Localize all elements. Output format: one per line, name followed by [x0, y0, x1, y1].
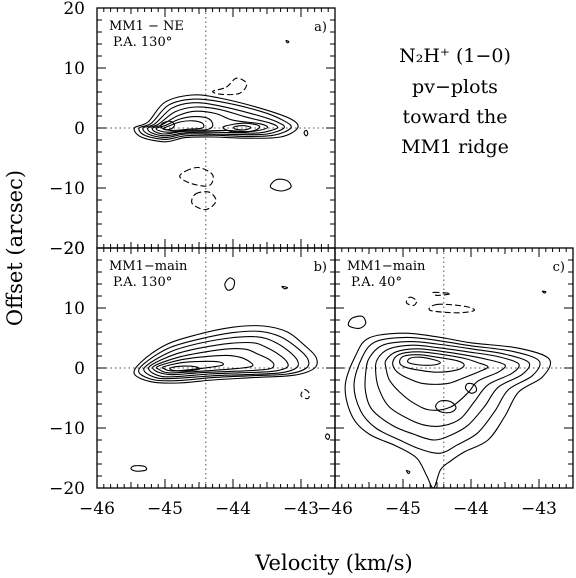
panel-letter: a)	[314, 20, 327, 35]
contour-solid-11	[324, 433, 331, 440]
y-tick-label: −20	[49, 239, 85, 259]
contour-solid-10	[347, 315, 367, 329]
x-tick-label: −43	[521, 499, 557, 519]
contour-solid-1	[138, 330, 310, 382]
panel-letter: c)	[553, 260, 565, 275]
x-tick-label: −44	[453, 499, 489, 519]
y-tick-label: 0	[74, 359, 85, 379]
x-axis-label: Velocity (km/s)	[254, 551, 412, 575]
x-tick-label: −43	[283, 499, 319, 519]
contour-solid-7	[407, 356, 441, 366]
contour-dashed-0	[300, 389, 310, 400]
contour-solid-5	[156, 354, 254, 374]
contour-solid-0	[133, 94, 299, 143]
contour-dashed-2	[191, 191, 217, 211]
contour-solid-8	[130, 465, 148, 472]
contour-solid-2	[142, 102, 285, 139]
contour-solid-4	[384, 348, 506, 411]
y-axis-label: Offset (arcsec)	[3, 170, 27, 326]
x-tick-label: −46	[79, 499, 115, 519]
contour-dashed-0	[212, 77, 248, 96]
x-tick-label: −45	[147, 499, 183, 519]
heading-line-2: pv−plots	[412, 76, 498, 98]
panel-title-line-1: MM1−main	[109, 259, 188, 274]
contour-solid-9	[464, 382, 478, 394]
y-tick-label: 10	[63, 299, 85, 319]
contour-solid-5	[155, 116, 214, 133]
contour-solid-12	[285, 39, 290, 44]
contour-dashed-2	[432, 291, 452, 296]
contour-solid-7	[160, 120, 176, 131]
y-tick-label: 20	[63, 239, 85, 259]
panel-a: 20 10 0 −10 −20 MM1 − NEP.A. 130° a)	[49, 0, 336, 259]
contour-solid-11	[303, 129, 309, 137]
contour-solid-10	[281, 285, 289, 290]
panel-letter: b)	[314, 260, 327, 275]
contour-solid-4	[152, 348, 275, 376]
contour-solid-1	[353, 336, 541, 454]
panel-title-line-1: MM1 − NE	[109, 19, 184, 34]
heading-line-1: N₂H⁺ (1−0)	[399, 45, 511, 67]
heading-line-4: MM1 ridge	[401, 136, 509, 158]
y-tick-label: −10	[49, 419, 85, 439]
contour-solid-11	[541, 290, 547, 294]
contour-solid-8	[222, 122, 261, 133]
contour-solid-2	[143, 336, 299, 380]
panel-title-line-2: P.A. 130°	[113, 275, 172, 290]
contour-solid-12	[405, 469, 411, 475]
contour-solid-9	[233, 125, 252, 131]
heading-line-3: toward the	[402, 106, 507, 128]
y-tick-label: −10	[49, 179, 85, 199]
contour-dashed-0	[405, 296, 418, 307]
contour-solid-6	[399, 354, 465, 373]
y-tick-label: −20	[49, 479, 85, 499]
contour-dashed-1	[179, 166, 214, 187]
contour-solid-10	[269, 178, 292, 192]
contour-solid-5	[392, 351, 489, 385]
contour-solid-2	[364, 341, 531, 441]
contour-solid-0	[344, 332, 552, 489]
y-tick-label: 0	[74, 119, 85, 139]
x-tick-label: −45	[385, 499, 421, 519]
contour-solid-8	[435, 399, 457, 414]
contour-solid-3	[147, 341, 289, 378]
y-tick-label: 20	[63, 0, 85, 19]
panel-title-line-2: P.A. 130°	[113, 35, 172, 50]
contour-solid-0	[133, 325, 318, 384]
contour-solid-3	[147, 106, 279, 137]
contour-solid-6	[161, 360, 225, 372]
panel-title-line-2: P.A. 40°	[351, 275, 402, 290]
contour-solid-1	[138, 98, 292, 140]
x-tick-label: −46	[317, 499, 353, 519]
panel-title-line-1: MM1−main	[347, 259, 426, 274]
contour-dashed-1	[428, 303, 476, 314]
contour-solid-3	[374, 344, 520, 427]
contour-solid-7	[169, 365, 201, 372]
figure-heading: N₂H⁺ (1−0) pv−plots toward the MM1 ridge	[399, 45, 511, 158]
contour-solid-9	[224, 277, 236, 291]
x-tick-label: −44	[215, 499, 251, 519]
y-tick-label: 10	[63, 59, 85, 79]
